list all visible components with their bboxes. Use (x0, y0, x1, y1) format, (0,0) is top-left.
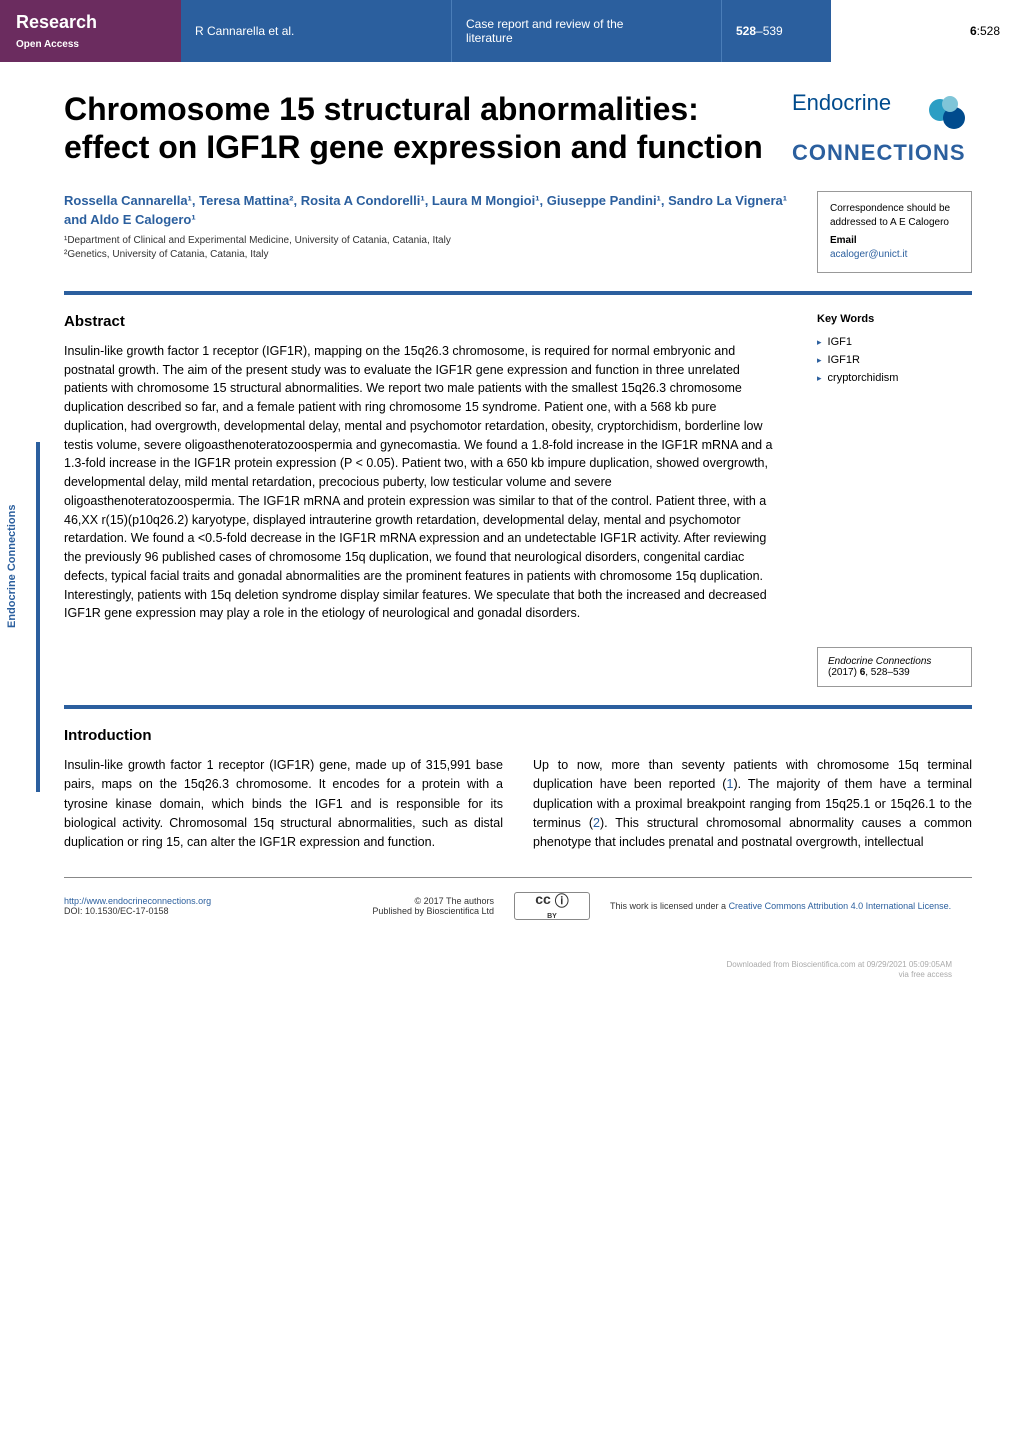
title-band: Case report and review of the literature (451, 0, 721, 62)
citation-year: (2017) (828, 667, 860, 678)
email-label: Email (830, 234, 959, 248)
journal-logo: Endocrine CONNECTIONS (792, 90, 972, 166)
cc-by-label: BY (547, 913, 557, 920)
intro-col-2: Up to now, more than seventy patients wi… (533, 756, 972, 853)
divider-mid (64, 705, 972, 709)
keyword-item: cryptorchidism (817, 369, 972, 387)
citation-journal: Endocrine Connections (828, 656, 931, 667)
side-bar (36, 442, 40, 792)
footer-right: This work is licensed under a Creative C… (610, 901, 972, 911)
affiliation-1: ¹Department of Clinical and Experimental… (64, 234, 817, 248)
keywords-title: Key Words (817, 313, 972, 325)
citation-box: Endocrine Connections (2017) 6, 528–539 (817, 647, 972, 687)
by-circle-icon: ⓘ (555, 891, 569, 911)
page-range: –539 (756, 24, 783, 38)
affiliation-2: ²Genetics, University of Catania, Catani… (64, 248, 817, 262)
issue-band: 6:528 (831, 0, 1020, 62)
open-access-label: Open Access (16, 39, 79, 50)
abstract-row: Abstract Insulin-like growth factor 1 re… (64, 313, 972, 687)
license-pre: This work is licensed under a (610, 901, 729, 911)
introduction-section: Introduction Insulin-like growth factor … (64, 727, 972, 853)
citation-pages: , 528–539 (865, 667, 910, 678)
keywords-column: Key Words IGF1 IGF1R cryptorchidism Endo… (817, 313, 972, 687)
footer-publisher: Published by Bioscientifica Ltd (334, 906, 494, 916)
download-line1: Downloaded from Bioscientifica.com at 09… (64, 960, 952, 970)
correspondence-heading: Correspondence should be addressed to A … (830, 202, 959, 230)
footer-copyright: © 2017 The authors (334, 896, 494, 906)
abstract-column: Abstract Insulin-like growth factor 1 re… (64, 313, 781, 687)
author-band-text: R Cannarella et al. (195, 24, 294, 38)
footer-row: http://www.endocrineconnections.org DOI:… (64, 892, 972, 920)
footer-url[interactable]: http://www.endocrineconnections.org (64, 896, 314, 906)
header-band: Research Open Access R Cannarella et al.… (0, 0, 1020, 62)
author-band: R Cannarella et al. (181, 0, 451, 62)
logo-line2: CONNECTIONS (792, 140, 966, 165)
article-title: Chromosome 15 structural abnormalities: … (64, 90, 792, 167)
logo-line1: Endocrine (792, 90, 891, 115)
keyword-item: IGF1 (817, 333, 972, 351)
affiliations: ¹Department of Clinical and Experimental… (64, 234, 817, 262)
footer-left: http://www.endocrineconnections.org DOI:… (64, 896, 314, 916)
intro-col-1: Insulin-like growth factor 1 receptor (I… (64, 756, 503, 853)
authors-list: Rossella Cannarella¹, Teresa Mattina², R… (64, 191, 817, 230)
ref-2[interactable]: 2 (593, 816, 600, 830)
license-link[interactable]: Creative Commons Attribution 4.0 Interna… (729, 901, 952, 911)
intro-columns: Insulin-like growth factor 1 receptor (I… (64, 756, 972, 853)
page-band: 528–539 (721, 0, 831, 62)
main-container: Endocrine Connections Chromosome 15 stru… (0, 62, 1020, 1008)
download-note: Downloaded from Bioscientifica.com at 09… (64, 960, 972, 981)
research-label: Research (16, 12, 97, 33)
title-band-line2: literature (466, 31, 513, 45)
introduction-title: Introduction (64, 727, 972, 744)
research-block: Research Open Access (0, 0, 181, 62)
abstract-text: Insulin-like growth factor 1 receptor (I… (64, 342, 781, 623)
divider-top (64, 291, 972, 295)
title-row: Chromosome 15 structural abnormalities: … (64, 90, 972, 167)
issue-vol: 6 (970, 24, 977, 38)
title-band-line1: Case report and review of the (466, 17, 623, 31)
download-line2: via free access (64, 970, 952, 980)
footer-doi: DOI: 10.1530/EC-17-0158 (64, 906, 314, 916)
keywords-list: IGF1 IGF1R cryptorchidism (817, 333, 972, 387)
logo-globe-icon (922, 90, 972, 140)
cc-icon: cc (535, 891, 551, 911)
correspondence-box: Correspondence should be addressed to A … (817, 191, 972, 273)
footer-divider (64, 877, 972, 878)
correspondence-email[interactable]: acaloger@unict.it (830, 248, 959, 262)
authors-row: Rossella Cannarella¹, Teresa Mattina², R… (64, 191, 972, 273)
abstract-title: Abstract (64, 313, 781, 330)
issue-page: :528 (977, 24, 1000, 38)
page-start: 528 (736, 24, 756, 38)
cc-badge: cc ⓘ BY (514, 892, 590, 920)
side-journal-label: Endocrine Connections (6, 505, 18, 628)
keyword-item: IGF1R (817, 351, 972, 369)
footer-mid: © 2017 The authors Published by Bioscien… (334, 896, 494, 916)
